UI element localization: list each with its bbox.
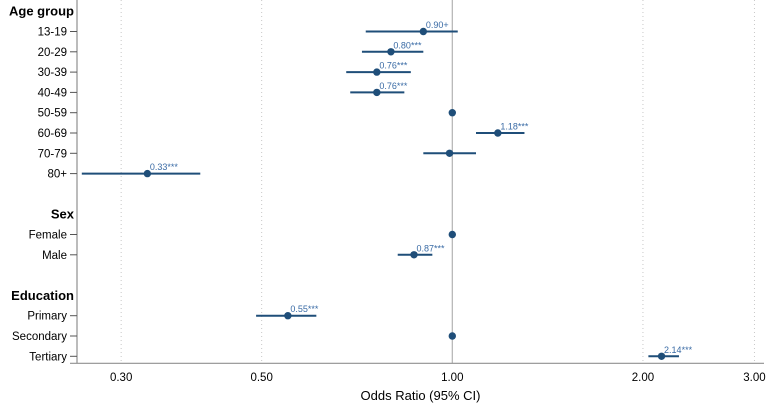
estimate-marker xyxy=(143,169,152,178)
table-row: 60-69 1.18*** xyxy=(38,122,529,141)
estimate-marker xyxy=(284,312,292,320)
x-tick-label: 2.00 xyxy=(632,372,654,384)
estimate-annotation: 0.76*** xyxy=(379,81,408,91)
x-axis-labels: 0.30 0.50 1.00 2.00 3.00 Odds Ratio (95% CI) xyxy=(110,372,766,403)
table-row: Female xyxy=(29,230,456,242)
estimate-marker xyxy=(410,251,418,259)
row-label: Male xyxy=(42,250,67,262)
estimate-marker xyxy=(373,68,381,76)
estimate-annotation: 0.33*** xyxy=(150,162,179,172)
estimate-marker xyxy=(419,27,428,36)
table-row: 50-59 xyxy=(38,108,456,120)
section-header: Education xyxy=(11,288,74,303)
table-row: 13-19 0.90+ xyxy=(38,20,458,39)
estimate-annotation: 0.87*** xyxy=(416,243,445,253)
table-row: Primary 0.55*** xyxy=(27,304,319,323)
x-tick-label: 0.30 xyxy=(110,372,132,384)
axes xyxy=(70,0,764,364)
plot-rows: Age group 13-19 0.90+ 20-29 0.80*** 30-39 0.76… xyxy=(9,4,693,364)
x-tick-label: 1.00 xyxy=(441,372,463,384)
row-label: 13-19 xyxy=(38,27,67,39)
row-label: 60-69 xyxy=(38,128,67,140)
estimate-annotation: 0.76*** xyxy=(379,61,408,71)
estimate-marker xyxy=(387,48,395,56)
row-label: 20-29 xyxy=(38,47,67,59)
x-tick-label: 3.00 xyxy=(743,372,765,384)
row-label: Female xyxy=(29,230,67,242)
estimate-annotation: 0.55*** xyxy=(290,304,319,314)
x-axis-title: Odds Ratio (95% CI) xyxy=(361,388,481,403)
estimate-marker xyxy=(657,352,666,360)
estimate-marker xyxy=(448,109,456,117)
estimate-marker xyxy=(448,230,456,239)
row-label: 80+ xyxy=(47,169,67,181)
table-row: 30-39 0.76*** xyxy=(38,61,411,79)
table-row: 20-29 0.80*** xyxy=(38,40,424,59)
table-row: 70-79 xyxy=(38,148,477,160)
estimate-annotation: 0.90+ xyxy=(426,20,449,30)
section-header: Sex xyxy=(51,207,75,222)
plot-gridlines xyxy=(120,0,755,364)
table-row: Male 0.87*** xyxy=(42,243,445,261)
x-tick-label: 0.50 xyxy=(250,372,272,384)
row-label: 50-59 xyxy=(38,108,67,120)
table-row: Secondary xyxy=(12,331,456,343)
estimate-marker xyxy=(448,332,456,340)
section-header: Age group xyxy=(9,4,74,19)
table-row: 40-49 0.76*** xyxy=(38,81,408,100)
row-label: Secondary xyxy=(12,331,67,343)
estimate-marker xyxy=(445,149,454,157)
estimate-annotation: 1.18*** xyxy=(500,122,529,132)
estimate-marker xyxy=(494,129,502,137)
estimate-annotation: 0.80*** xyxy=(393,40,422,50)
estimate-marker xyxy=(373,88,381,97)
row-label: 40-49 xyxy=(38,87,67,99)
row-label: Tertiary xyxy=(29,351,67,363)
row-label: 70-79 xyxy=(38,148,67,160)
estimate-annotation: 2.14*** xyxy=(664,345,693,355)
row-label: Primary xyxy=(27,311,67,323)
table-row: 80+ 0.33*** xyxy=(47,162,201,181)
table-row: Tertiary 2.14*** xyxy=(29,345,692,364)
row-label: 30-39 xyxy=(38,67,67,79)
